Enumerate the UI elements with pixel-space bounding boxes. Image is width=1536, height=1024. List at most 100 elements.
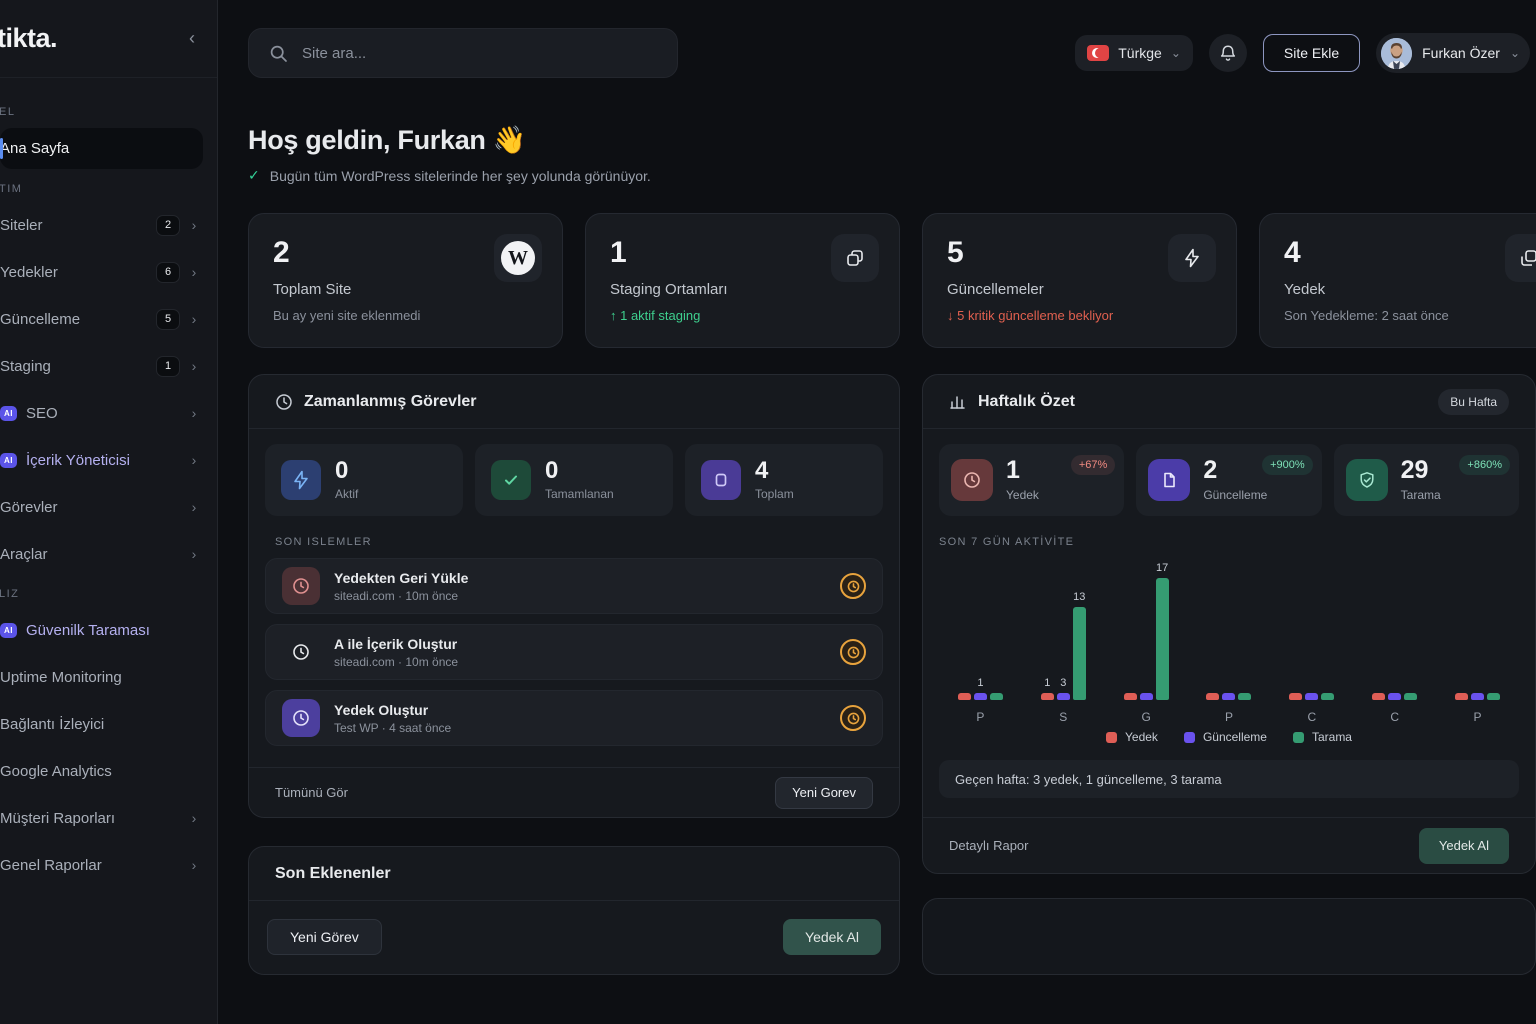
legend-label: Tarama (1311, 730, 1352, 744)
weekly-stat-yedek: 1 Yedek +67% (939, 444, 1125, 516)
task-row[interactable]: Yedek Oluştur Test WP · 4 saat önce (265, 690, 883, 746)
legend-item-güncelleme: Güncelleme (1183, 730, 1267, 744)
search-icon (269, 44, 288, 63)
legend-label: Güncelleme (1202, 730, 1267, 744)
sidebar-item-genel-raporlar[interactable]: Genel Raporlar › (0, 845, 217, 885)
new-task-button[interactable]: Yeni Gorev (775, 776, 873, 809)
sidebar-item-label: Görevler (0, 498, 58, 516)
bar-yedek (1123, 693, 1137, 700)
range-badge[interactable]: Bu Hafta (1438, 388, 1509, 415)
day-label: P (1473, 710, 1482, 724)
chevron-right-icon: › (191, 499, 197, 515)
bar-value-label: 3 (1060, 677, 1067, 689)
chart-legend: Yedek Güncelleme Tarama (939, 730, 1519, 744)
sidebar-item-m-teri-raporlar-[interactable]: Müşteri Raporları › (0, 798, 217, 838)
notifications-button[interactable] (1208, 34, 1247, 72)
view-all-link[interactable]: Tümünü Gör (275, 785, 348, 800)
stat-note: ↑ 1 aktif staging (610, 308, 701, 323)
panel-title: Haftalık Özet (978, 392, 1075, 410)
take-backup-button[interactable]: Yedek Al (783, 919, 881, 955)
chevron-right-icon: › (191, 405, 197, 421)
stat-note: Son Yedekleme: 2 saat önce (1284, 308, 1449, 323)
task-row[interactable]: A ile İçerik Oluştur siteadi.com · 10m ön… (265, 624, 883, 680)
sidebar-item-label: Müşteri Raporları (0, 809, 116, 827)
bar-yedek (1289, 693, 1303, 700)
chevron-right-icon: › (191, 452, 197, 468)
stat-card-g-ncellemeler[interactable]: 5 Güncellemeler ↓ 5 kritik güncelleme bekl… (922, 213, 1237, 348)
weekly-mini-stats: 1 Yedek +67% 2 Güncelleme +900% 29 Tarama +860% (939, 444, 1519, 516)
sidebar-item-google-analytics[interactable]: Google Analytics (0, 751, 217, 791)
task-row[interactable]: Yedekten Geri Yükle siteadi.com · 10m önc… (265, 558, 883, 614)
chart-day-group: C (1270, 693, 1353, 724)
new-task-button[interactable]: Yeni Görev (267, 919, 382, 955)
shield-icon (1345, 459, 1388, 501)
wave-emoji: 👋 (492, 125, 527, 155)
detailed-report-link[interactable]: Detaylı Rapor (949, 838, 1029, 853)
clock-icon (282, 567, 320, 605)
copy-icon (831, 234, 879, 282)
task-meta: siteadi.com · 10m önce (334, 654, 459, 669)
stat-card-yedek[interactable]: 4 Yedek Son Yedekleme: 2 saat önce (1259, 213, 1536, 348)
language-selector[interactable]: Türkge ⌄ (1075, 35, 1193, 71)
sidebar-item-uptime-monitoring[interactable]: Uptime Monitoring (0, 657, 217, 697)
day-label: P (1224, 710, 1233, 724)
clock-icon (282, 699, 320, 737)
sidebar-item-ana-sayfa[interactable]: Ana Sayfa (0, 128, 203, 169)
scheduled-clock-icon (840, 639, 866, 665)
sidebar-item-i-erik-y-neticisi[interactable]: AI İçerik Yöneticisi › (0, 440, 217, 480)
sidebar-logo-row: tikta. ‹ (0, 0, 217, 78)
legend-swatch (1183, 731, 1195, 743)
sidebar-item-ara-lar[interactable]: Araçlar › (0, 534, 217, 574)
sidebar-item-label: Siteler (0, 216, 43, 234)
take-backup-button[interactable]: Yedek Al (1418, 827, 1509, 864)
ai-badge: AI (0, 405, 17, 421)
bar-güncelleme (1222, 693, 1236, 700)
sidebar-item-siteler[interactable]: Siteler 2 › (0, 205, 217, 245)
bar-güncelleme (1139, 693, 1153, 700)
day-label: C (1390, 710, 1400, 724)
sidebar-item-label: SEO (26, 404, 58, 422)
sidebar-item-label: Güvenilk Taraması (26, 621, 150, 639)
check-icon: ✓ (248, 167, 260, 183)
legend-swatch (1292, 731, 1304, 743)
sidebar-item-label: Google Analytics (0, 762, 112, 780)
sidebar-item-ba-lant-i-zleyici[interactable]: Bağlantı İzleyici (0, 704, 217, 744)
delta-badge: +860% (1459, 455, 1510, 475)
turkish-flag-icon (1087, 45, 1110, 61)
count-badge: 2 (156, 214, 180, 236)
clock-icon (282, 633, 320, 671)
weekly-summary-panel: Haftalık Özet Bu Hafta 1 Yedek +67% 2 Güncel… (922, 374, 1536, 874)
bar-güncelleme (1305, 693, 1319, 700)
add-site-button[interactable]: Site Ekle (1262, 34, 1361, 72)
bar-yedek (1040, 693, 1054, 700)
last-week-summary: Geçen hafta: 3 yedek, 1 güncelleme, 3 ta… (939, 760, 1519, 798)
sidebar-item-g-ncelleme[interactable]: Güncelleme 5 › (0, 299, 217, 339)
panel-title: Zamanlanmış Görevler (304, 392, 477, 410)
sidebar-item-label: Yedekler (0, 263, 58, 281)
app-logo: tikta. (0, 23, 58, 53)
welcome-section: Hoş geldin, Furkan 👋 ✓ Bugün tüm WordPre… (248, 124, 651, 184)
site-search[interactable] (248, 28, 678, 78)
chevron-down-icon: ⌄ (1170, 46, 1181, 60)
count-badge: 6 (156, 261, 180, 283)
nav-section-label: EL (0, 106, 16, 118)
sidebar-item-label: Uptime Monitoring (0, 668, 122, 686)
search-input[interactable] (302, 44, 657, 62)
sidebar-collapse-icon[interactable]: ‹ (189, 28, 195, 48)
stat-card-staging-ortamlar-[interactable]: 1 Staging Ortamları ↑ 1 aktif staging (585, 213, 900, 348)
sidebar-item-staging[interactable]: Staging 1 › (0, 346, 217, 386)
stat-card-toplam-site[interactable]: 2 Toplam Site Bu ay yeni site eklenmedi W (248, 213, 563, 348)
square-icon (701, 460, 741, 500)
sidebar-item-seo[interactable]: AI SEO › (0, 393, 217, 433)
sidebar-item-yedekler[interactable]: Yedekler 6 › (0, 252, 217, 292)
stat-value: 2 (273, 236, 290, 269)
mini-stat-tamamlanan: 0 Tamamlanan (475, 444, 673, 516)
sidebar-item-g-venilk-taramas-[interactable]: AI Güvenilk Taraması (0, 610, 217, 650)
sidebar-item-g-revler[interactable]: Görevler › (0, 487, 217, 527)
user-menu[interactable]: Furkan Özer ⌄ (1376, 33, 1530, 73)
clock-icon (951, 459, 993, 501)
task-title: A ile İçerik Oluştur (334, 635, 458, 652)
chart-day-group: 1 3 13 S (1022, 591, 1105, 724)
task-meta: siteadi.com · 10m önce (334, 588, 459, 603)
